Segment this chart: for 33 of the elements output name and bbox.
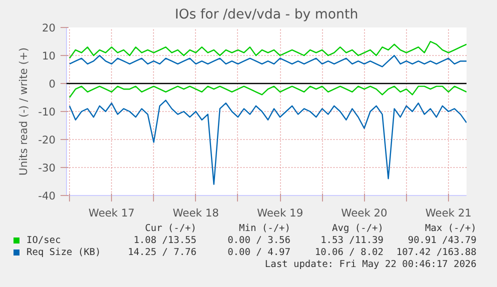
x-tick-label: Week 20 xyxy=(341,206,388,220)
text: Max (-/+) xyxy=(425,223,477,234)
x-tick-label: Week 17 xyxy=(88,206,135,220)
text: 0.00 / 3.56 xyxy=(228,235,291,246)
text: 107.42 /163.88 xyxy=(396,247,477,258)
text: Avg (-/+) xyxy=(332,223,384,234)
text: 0.00 / 4.97 xyxy=(228,247,291,258)
text: 14.25 / 7.76 xyxy=(128,247,197,258)
text: Last update: Fri May 22 00:46:17 2026 xyxy=(264,259,477,270)
y-tick-label: -10 xyxy=(38,106,56,118)
text: Min (-/+) xyxy=(239,223,291,234)
x-tick-label: Week 21 xyxy=(425,206,472,220)
y-tick-label: -30 xyxy=(38,162,56,174)
y-tick-label: -40 xyxy=(38,190,56,202)
line-series xyxy=(68,86,466,98)
y-axis-title: Units read (-) / write (+) xyxy=(17,48,30,176)
x-tick-label: Week 19 xyxy=(256,206,304,220)
line-series xyxy=(68,100,466,185)
legend-label: Req Size (KB) xyxy=(26,247,101,258)
y-tick-label: 20 xyxy=(42,22,56,34)
text: 10.06 / 8.02 xyxy=(314,247,384,258)
x-tick-label: Week 18 xyxy=(172,206,220,220)
line-series xyxy=(68,40,466,59)
chart-title: IOs for /dev/vda - by month xyxy=(174,8,358,22)
text: 1.53 /11.39 xyxy=(320,235,384,246)
legend-label: IO/sec xyxy=(26,235,61,246)
text: Cur (-/+) xyxy=(145,223,197,234)
y-tick-label: 10 xyxy=(42,50,56,62)
y-tick-label: -20 xyxy=(38,134,56,146)
y-tick-label: 0 xyxy=(48,78,56,90)
text: 90.91 /43.79 xyxy=(408,235,477,246)
line-series xyxy=(68,54,466,68)
text: 1.08 /13.55 xyxy=(134,235,197,246)
